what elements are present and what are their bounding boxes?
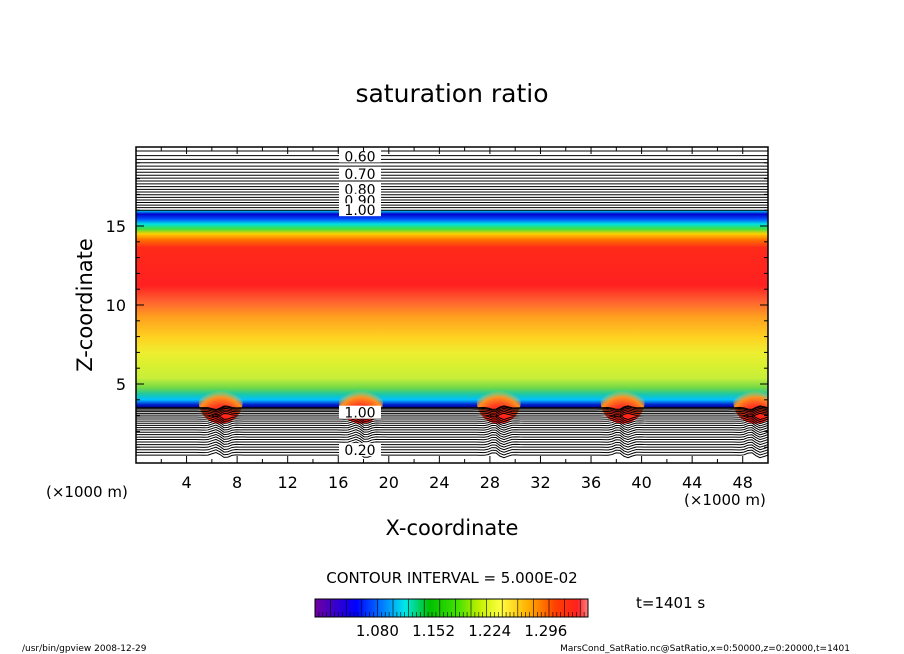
lower-contour-line: [136, 420, 768, 427]
footer-right: MarsCond_SatRatio.nc@SatRatio,x=0:50000,…: [560, 644, 850, 654]
saturation-color-field: [136, 210, 768, 408]
lower-contour-line: [136, 415, 768, 423]
y-axis-label: Z-coordinate: [73, 238, 97, 372]
upper-contour-label-bg: [339, 149, 381, 163]
colorbar-label: 1.080: [356, 622, 399, 640]
colorbar-label: 1.224: [468, 622, 511, 640]
x-tick-label: 36: [581, 473, 601, 492]
x-axis-ticks: 4 8 12 16 20 24 28 32 36 40 44 48: [135, 147, 769, 492]
lower-contour-label-text: 0.20: [344, 443, 375, 459]
upper-contour-label-text: 0.70: [344, 167, 375, 183]
upper-contour-label-text: 1.00: [344, 203, 375, 219]
x-tick-label: 32: [530, 473, 550, 492]
time-text: t=1401 s: [636, 594, 705, 612]
upper-contour-label: 0.60: [339, 149, 381, 165]
x-tick-label: 24: [429, 473, 449, 492]
lower-contour-line: [136, 417, 768, 425]
lower-contour-line: [136, 431, 768, 438]
upper-contour-label-text: 0.60: [344, 149, 375, 165]
lower-contour-line: [136, 422, 768, 429]
y-tick-label: 5: [116, 375, 126, 394]
lower-contour-line: [136, 405, 768, 411]
x-tick-label: 44: [682, 473, 702, 492]
lower-contour-line: [136, 438, 768, 446]
upper-contour-label-bg: [339, 166, 381, 180]
y-tick-label: 10: [106, 296, 126, 315]
upper-contour-labels: 0.600.700.800.901.00: [339, 149, 381, 219]
lower-contour-line: [136, 433, 768, 441]
colorbar: [314, 598, 589, 618]
lower-contour-line: [136, 424, 768, 431]
upper-contour-label-bg: [339, 182, 381, 196]
x-axis-label: X-coordinate: [386, 516, 519, 540]
lower-contour-line: [136, 410, 768, 416]
x-tick-label: 48: [733, 473, 753, 492]
contour-interval-text: CONTOUR INTERVAL = 5.000E-02: [326, 569, 577, 587]
x-tick-label: 28: [480, 473, 500, 492]
lower-contour-line: [136, 409, 768, 414]
y-tick-label: 15: [106, 217, 126, 236]
lower-contour-line: [136, 413, 768, 421]
colorbar-labels: 1.080 1.152 1.224 1.296: [356, 622, 567, 640]
lower-contour-label: 0.20: [339, 443, 381, 459]
lower-contour-line: [136, 451, 768, 459]
lower-contour-label-bg: [339, 443, 381, 457]
x-tick-label: 12: [278, 473, 298, 492]
plot-area: [136, 150, 768, 459]
footer-left: /usr/bin/gpview 2008-12-29: [22, 644, 147, 654]
colorbar-label: 1.296: [524, 622, 567, 640]
upper-contour-label: 1.00: [339, 203, 381, 219]
lower-contour-line: [136, 412, 768, 418]
cloud-bump-4: [733, 379, 768, 424]
lower-contour-line: [136, 407, 768, 413]
colorbar-label: 1.152: [412, 622, 455, 640]
lower-contour-line: [136, 406, 768, 412]
lower-contour-line: [136, 444, 768, 451]
x-tick-label: 16: [328, 473, 348, 492]
lower-contour-label-text: 1.00: [344, 406, 375, 422]
x-tick-label: 20: [379, 473, 399, 492]
lower-contour-line: [136, 426, 768, 434]
x-tick-label: 4: [181, 473, 191, 492]
lower-contour-line: [136, 446, 768, 453]
upper-contour-label: 0.70: [339, 166, 381, 183]
lower-contour-label: 1.00: [339, 405, 381, 422]
lower-contour-line: [136, 441, 768, 448]
chart-title: saturation ratio: [355, 79, 548, 108]
lower-contour-labels: 1.00 0.20: [339, 405, 381, 459]
lower-contour-line: [136, 449, 768, 456]
lower-contour-lines: [136, 405, 768, 459]
x-tick-label: 40: [631, 473, 651, 492]
y-axis-ticks: 5 10 15: [106, 146, 768, 464]
upper-contour-label-bg: [339, 203, 381, 217]
x-tick-label: 8: [232, 473, 242, 492]
x-unit-right: (×1000 m): [684, 491, 766, 509]
lower-contour-line: [136, 436, 768, 443]
lower-contour-line: [136, 429, 768, 436]
x-unit-left: (×1000 m): [46, 483, 128, 501]
upper-contour-lines: [136, 150, 768, 211]
colorbar-ticks: [318, 599, 585, 617]
lower-contour-label-bg: [339, 405, 381, 419]
